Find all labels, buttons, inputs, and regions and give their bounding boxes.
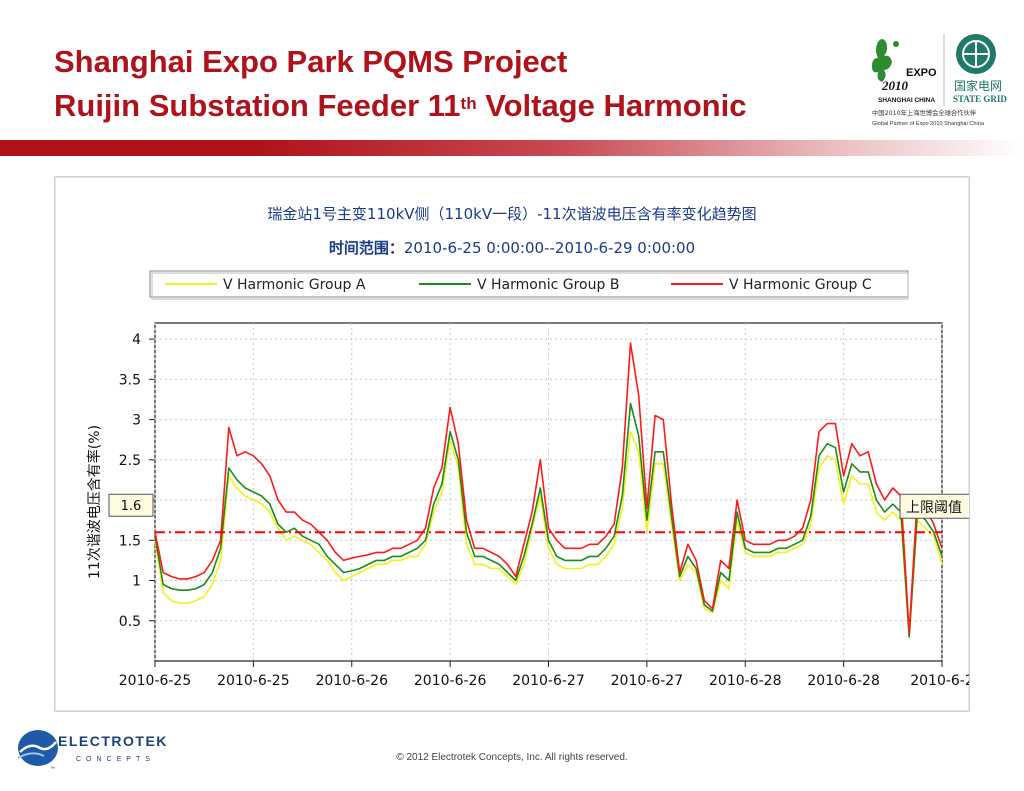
y-tick-label: 3 bbox=[132, 413, 141, 429]
electrotek-sub: CONCEPTS bbox=[76, 756, 155, 763]
y-axis-label: 11次谐波电压含有率(%) bbox=[86, 425, 103, 579]
svg-text:时间范围：2010-6-25 0:00:00--2010-6: 时间范围：2010-6-25 0:00:00--2010-6-29 0:00:0… bbox=[329, 239, 695, 257]
expo-word: EXPO bbox=[906, 67, 937, 79]
title-line-2-tail: Voltage Harmonic bbox=[476, 88, 747, 123]
x-tick-label: 2010-6-26 bbox=[414, 673, 487, 689]
plot-area: 0.511.522.533.542010-6-252010-6-252010-6… bbox=[108, 322, 981, 689]
title-line-1: Shanghai Expo Park PQMS Project bbox=[54, 44, 568, 79]
x-tick-label: 2010-6-25 bbox=[119, 673, 191, 689]
series-line-v-harmonic-group-a bbox=[154, 430, 943, 638]
copyright-footer: © 2012 Electrotek Concepts, Inc. All rig… bbox=[396, 752, 628, 763]
y-tick-label: 1.5 bbox=[119, 533, 141, 549]
expo-city: SHANGHAI CHINA bbox=[878, 97, 935, 104]
slide-title: Shanghai Expo Park PQMS Project Ruijin S… bbox=[54, 40, 854, 128]
x-tick-label: 2010-6-27 bbox=[611, 673, 683, 689]
chart-panel: 瑞金站1号主变110kV侧（110kV一段）-11次谐波电压含有率变化趋势图 时… bbox=[54, 176, 981, 712]
state-grid-logo: 国家电网 STATE GRID bbox=[953, 34, 1007, 104]
y-tick-label: 4 bbox=[132, 332, 141, 348]
threshold-name-label: 上限阈值 bbox=[906, 500, 962, 516]
x-tick-label: 2010-6-28 bbox=[709, 673, 781, 689]
expo-year: 2010 bbox=[881, 78, 909, 93]
y-tick-label: 3.5 bbox=[119, 372, 141, 388]
y-tick-label: 0.5 bbox=[119, 614, 141, 630]
chart-title: 瑞金站1号主变110kV侧（110kV一段）-11次谐波电压含有率变化趋势图 bbox=[267, 205, 756, 223]
state-grid-cn: 国家电网 bbox=[954, 78, 1002, 93]
y-tick-label: 2.5 bbox=[119, 453, 141, 469]
x-tick-label: 2010-6-28 bbox=[807, 673, 879, 689]
state-grid-en: STATE GRID bbox=[953, 94, 1007, 104]
legend-label: V Harmonic Group A bbox=[223, 277, 366, 293]
title-line-2: Ruijin Substation Feeder 11th Voltage Ha… bbox=[54, 84, 854, 128]
subtitle-label: 时间范围： bbox=[329, 239, 404, 257]
threshold-name-box bbox=[899, 493, 981, 519]
threshold-value-label: 1.6 bbox=[121, 499, 142, 514]
x-tick-label: 2010-6-25 bbox=[217, 673, 289, 689]
series-line-v-harmonic-group-c bbox=[154, 342, 943, 634]
x-tick-label: 2010-6-26 bbox=[316, 673, 389, 689]
harmonic-chart: 瑞金站1号主变110kV侧（110kV一段）-11次谐波电压含有率变化趋势图 时… bbox=[86, 205, 981, 689]
y-tick-label: 1 bbox=[132, 574, 141, 590]
chart-legend: V Harmonic Group A V Harmonic Group B V Ha… bbox=[149, 270, 909, 300]
title-line-2-main: Ruijin Substation Feeder 11 bbox=[54, 88, 461, 123]
electrotek-logo: ELECTROTEK CONCEPTS ™ bbox=[16, 728, 216, 773]
partner-logos: EXPO 2010 SHANGHAI CHINA 国家电网 STATE GRID… bbox=[870, 30, 1010, 130]
chart-subtitle: 时间范围：2010-6-25 0:00:00--2010-6-29 0:00:0… bbox=[329, 239, 695, 257]
x-tick-label: 2010-6-2 bbox=[910, 673, 969, 689]
legend-label: V Harmonic Group B bbox=[477, 277, 619, 293]
logo-graphics: EXPO 2010 SHANGHAI CHINA 国家电网 STATE GRID… bbox=[872, 34, 1007, 127]
legend-label: V Harmonic Group C bbox=[729, 277, 872, 293]
electrotek-tm: ™ bbox=[50, 766, 55, 772]
title-banner bbox=[0, 140, 1024, 156]
subtitle-value: 2010-6-25 0:00:00--2010-6-29 0:00:00 bbox=[404, 239, 695, 257]
partner-en: Global Partner of Expo 2010 Shanghai Chi… bbox=[872, 121, 985, 127]
title-superscript: th bbox=[460, 94, 477, 113]
electrotek-graphics: ELECTROTEK CONCEPTS ™ bbox=[17, 730, 168, 772]
series-line-v-harmonic-group-b bbox=[154, 402, 943, 638]
x-tick-label: 2010-6-27 bbox=[512, 673, 584, 689]
partner-cn: 中国2010年上海世博会全球合作伙伴 bbox=[872, 108, 977, 117]
threshold-value-box bbox=[108, 493, 154, 517]
expo-logo: EXPO 2010 SHANGHAI CHINA bbox=[872, 39, 937, 104]
electrotek-name: ELECTROTEK bbox=[58, 733, 168, 749]
